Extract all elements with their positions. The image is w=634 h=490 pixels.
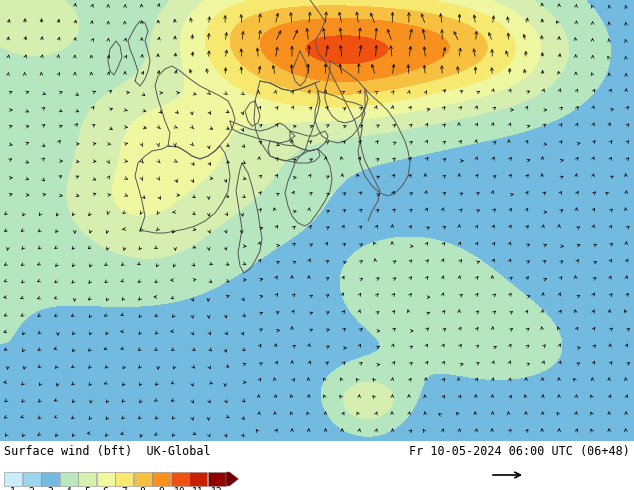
Text: Fr 10-05-2024 06:00 UTC (06+48): Fr 10-05-2024 06:00 UTC (06+48) [409, 445, 630, 458]
Text: 1: 1 [10, 487, 16, 490]
Text: 9: 9 [158, 487, 164, 490]
Bar [41, 472, 59, 486]
FancyArrow shape [226, 472, 238, 486]
Text: Surface wind (bft)  UK-Global: Surface wind (bft) UK-Global [4, 445, 210, 458]
Bar [4, 472, 22, 486]
Bar [171, 472, 188, 486]
Bar [22, 472, 41, 486]
Bar [134, 472, 152, 486]
Bar [189, 472, 207, 486]
Text: 7: 7 [121, 487, 127, 490]
Text: 6: 6 [103, 487, 108, 490]
Bar [115, 472, 133, 486]
Bar [152, 472, 170, 486]
Bar [96, 472, 115, 486]
Text: 4: 4 [65, 487, 72, 490]
Bar [78, 472, 96, 486]
Bar [207, 472, 226, 486]
Text: 8: 8 [139, 487, 145, 490]
Text: 11: 11 [192, 487, 204, 490]
Text: 5: 5 [84, 487, 90, 490]
Text: 12: 12 [210, 487, 223, 490]
Text: 2: 2 [29, 487, 34, 490]
Text: 3: 3 [47, 487, 53, 490]
Text: 10: 10 [174, 487, 185, 490]
Bar [60, 472, 77, 486]
